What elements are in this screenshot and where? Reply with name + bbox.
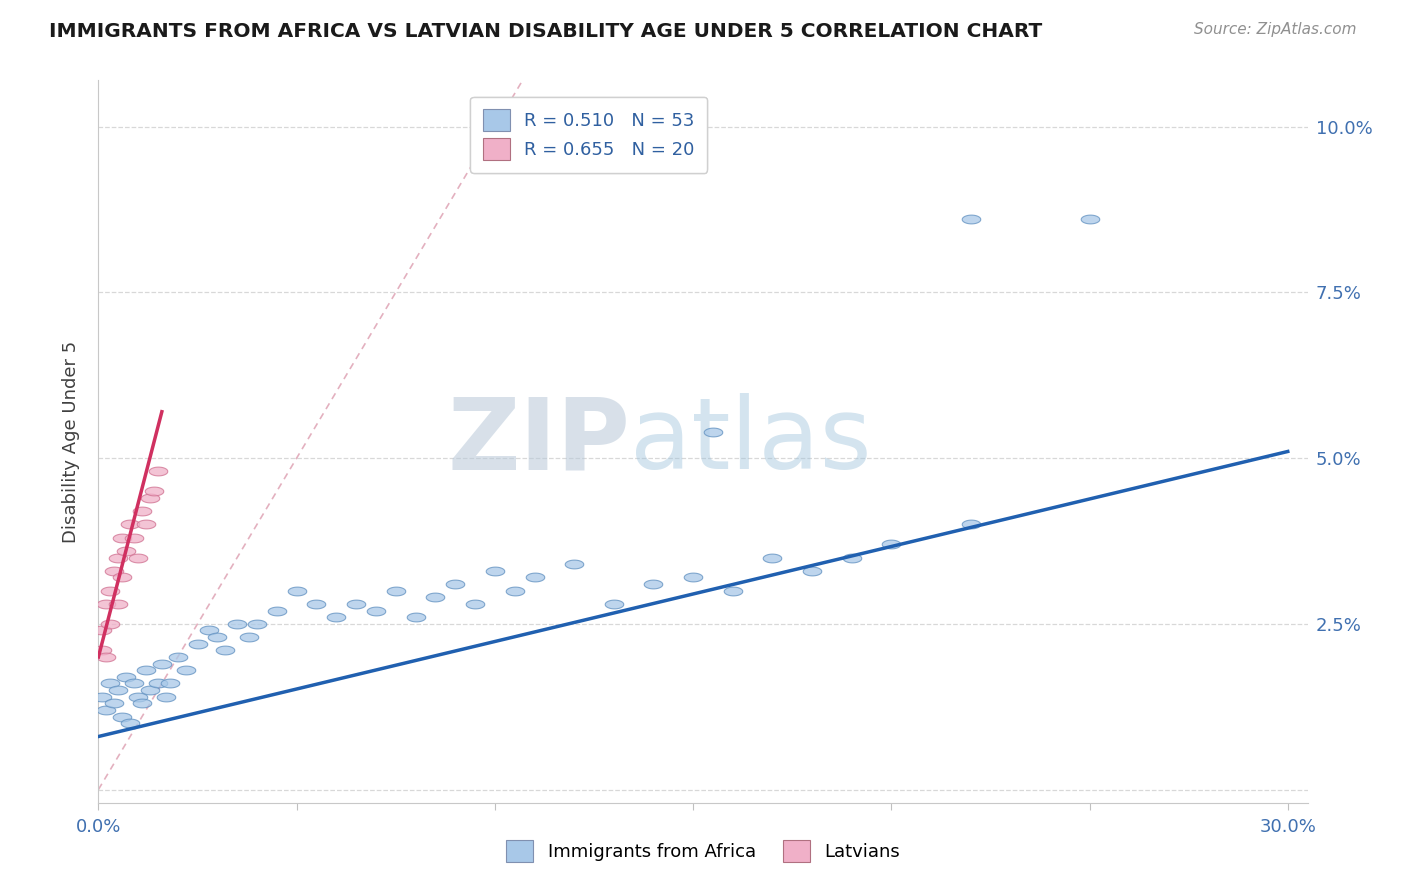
Point [111,570,134,584]
Point [503,583,526,598]
Point [96,650,118,665]
Point [841,550,863,565]
Point [103,564,125,578]
Point [135,517,157,532]
Point [266,603,288,617]
Point [98,676,121,690]
Point [880,537,903,551]
Point [91,643,114,657]
Point [139,491,162,505]
Point [959,212,981,227]
Point [131,504,153,518]
Point [464,597,486,611]
Point [135,663,157,677]
Point [103,697,125,711]
Point [139,683,162,698]
Point [325,610,347,624]
Point [98,583,121,598]
Point [484,564,506,578]
Point [364,603,387,617]
Point [214,643,236,657]
Point [159,676,181,690]
Point [226,616,249,631]
Point [155,690,177,704]
Point [91,624,114,638]
Point [959,517,981,532]
Point [127,690,149,704]
Legend: R = 0.510   N = 53, R = 0.655   N = 20: R = 0.510 N = 53, R = 0.655 N = 20 [470,96,707,173]
Text: Source: ZipAtlas.com: Source: ZipAtlas.com [1194,22,1357,37]
Point [682,570,704,584]
Y-axis label: Disability Age Under 5: Disability Age Under 5 [62,341,80,542]
Point [120,517,142,532]
Point [523,570,546,584]
Point [761,550,783,565]
Point [1078,212,1101,227]
Point [127,550,149,565]
Point [603,597,626,611]
Point [238,630,260,644]
Point [207,630,229,644]
Point [405,610,427,624]
Point [96,703,118,717]
Point [131,697,153,711]
Point [198,624,221,638]
Point [721,583,744,598]
Point [107,550,129,565]
Point [122,531,145,545]
Point [562,557,585,571]
Point [115,544,138,558]
Point [111,709,134,723]
Point [115,670,138,684]
Point [643,577,665,591]
Point [344,597,367,611]
Point [246,616,269,631]
Legend: Immigrants from Africa, Latvians: Immigrants from Africa, Latvians [499,833,907,870]
Text: IMMIGRANTS FROM AFRICA VS LATVIAN DISABILITY AGE UNDER 5 CORRELATION CHART: IMMIGRANTS FROM AFRICA VS LATVIAN DISABI… [49,22,1042,41]
Text: atlas: atlas [630,393,872,490]
Point [305,597,328,611]
Point [111,531,134,545]
Point [120,716,142,731]
Point [91,690,114,704]
Point [122,676,145,690]
Point [384,583,406,598]
Point [166,650,188,665]
Point [146,464,169,478]
Point [146,676,169,690]
Point [107,597,129,611]
Point [150,657,173,671]
Point [425,591,447,605]
Point [801,564,824,578]
Text: ZIP: ZIP [447,393,630,490]
Point [174,663,197,677]
Point [444,577,467,591]
Point [107,683,129,698]
Point [142,484,165,499]
Point [98,616,121,631]
Point [285,583,308,598]
Point [702,425,724,439]
Point [96,597,118,611]
Point [186,637,208,651]
